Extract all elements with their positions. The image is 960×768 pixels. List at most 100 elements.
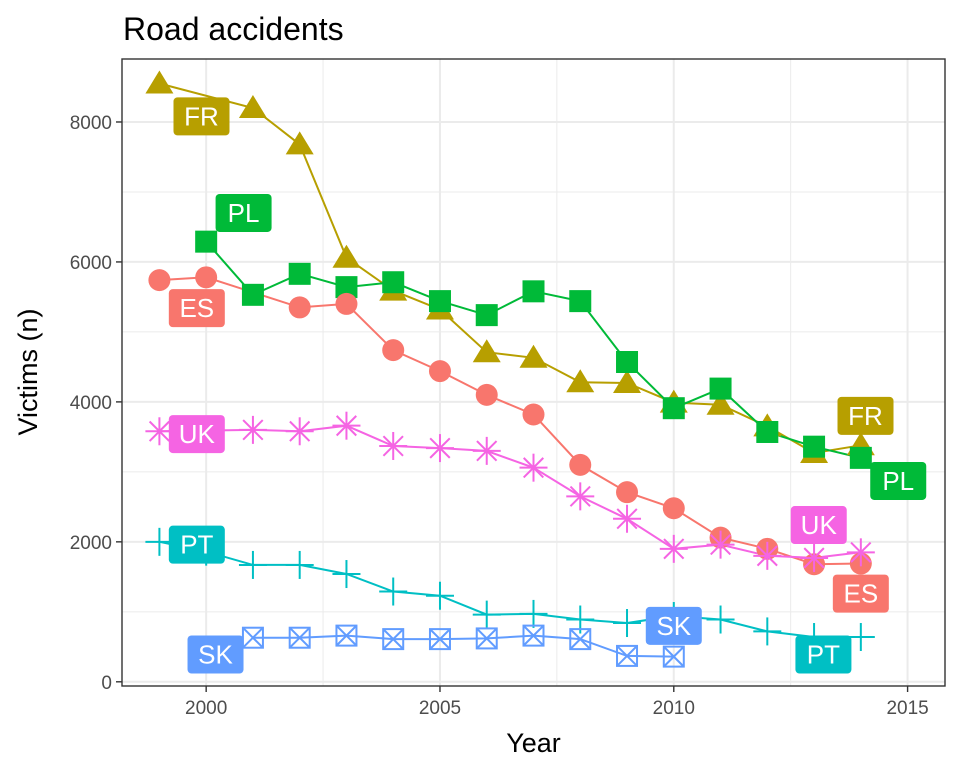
pt-point (753, 617, 782, 646)
boxcross-line2 (335, 624, 358, 647)
label-text: FR (848, 401, 883, 431)
pl-point (709, 377, 732, 400)
uk-point (706, 530, 735, 559)
pl-point (335, 276, 358, 299)
fr-point (238, 94, 267, 118)
uk-point (800, 543, 829, 572)
es-point (428, 360, 451, 383)
uk-point (519, 453, 548, 482)
boxcross-line2 (382, 628, 404, 650)
x-tick-label-2005: 2005 (419, 698, 461, 719)
uk-point (332, 411, 361, 440)
sk-point (569, 628, 592, 651)
y-tick-label-4000: 4000 (70, 393, 112, 414)
label-text: PL (228, 198, 260, 228)
fr-point (519, 344, 548, 368)
panel-border (121, 58, 946, 687)
fr-point (706, 391, 735, 415)
label-box (795, 635, 852, 674)
sk-point (616, 644, 639, 667)
pl-point (475, 304, 498, 327)
x-axis: 2000 2005 2010 2015 (185, 686, 929, 719)
label-text: PT (807, 640, 840, 670)
y-axis: 0 2000 4000 6000 8000 (70, 113, 122, 694)
label-box (832, 574, 889, 613)
sk-point (662, 645, 685, 668)
boxcross-line2 (476, 627, 498, 650)
y-tick-label-6000: 6000 (70, 253, 112, 274)
es-point (148, 269, 171, 292)
label-text: ES (843, 579, 878, 609)
es-point (522, 403, 545, 426)
pt-point (379, 577, 408, 606)
label-box (187, 635, 244, 674)
boxcross-line2 (522, 624, 545, 647)
boxcross-line2 (663, 645, 685, 668)
boxcross-box (382, 628, 405, 651)
es-point (569, 453, 592, 476)
panel-background (122, 59, 945, 686)
pl-point (803, 435, 826, 458)
y-tick-label-8000: 8000 (70, 113, 112, 134)
series-label-es: ES (832, 574, 889, 613)
es-point (616, 481, 639, 504)
pt-point (472, 600, 501, 629)
series-label-uk: UK (790, 506, 847, 545)
label-text: UK (801, 510, 838, 540)
pt-point (706, 605, 735, 634)
pl-point (195, 230, 218, 253)
pl-point (241, 283, 264, 306)
series-points (145, 70, 875, 668)
y-tick-label-0: 0 (101, 673, 112, 694)
pl-point (522, 280, 545, 303)
boxcross-box (662, 645, 685, 668)
fr-point (285, 131, 314, 155)
uk-point (613, 504, 642, 533)
label-text: SK (656, 611, 691, 641)
label-box (837, 396, 894, 435)
sk-point (475, 627, 498, 650)
sk-point (522, 624, 545, 647)
label-box (168, 289, 225, 328)
y-axis-title: Victims (n) (13, 308, 43, 435)
boxcross-line2 (242, 627, 264, 649)
chart-title: Road accidents (123, 11, 344, 47)
fr-point (472, 339, 501, 363)
series-label-sk: SK (187, 635, 244, 674)
series-label-pl: PL (870, 461, 927, 500)
pl-point (662, 397, 685, 420)
pt-point (332, 560, 361, 589)
fr-point (613, 369, 642, 393)
label-box (645, 606, 702, 645)
series-line-pt (159, 540, 861, 638)
series-labels: FR PL ES UK PT SK FR PL UK ES SK PT (168, 97, 927, 674)
es-point (335, 292, 358, 315)
uk-point (472, 436, 501, 465)
boxcross-line2 (429, 628, 451, 650)
label-box (790, 506, 847, 545)
uk-point (753, 541, 782, 570)
boxcross-box (475, 627, 498, 650)
boxcross-box (335, 624, 358, 647)
series-label-uk: UK (168, 415, 225, 454)
series-label-pl: PL (215, 193, 272, 232)
boxcross-box (569, 628, 592, 651)
series-label-es: ES (168, 289, 225, 328)
label-text: UK (179, 419, 216, 449)
label-text: ES (179, 293, 214, 323)
boxcross-box (428, 628, 451, 651)
pt-point (519, 599, 548, 628)
pl-point (616, 351, 639, 374)
pl-point (428, 290, 451, 313)
label-box (168, 415, 225, 454)
pt-point (145, 527, 174, 556)
label-box (215, 193, 272, 232)
pl-point (849, 446, 872, 469)
label-box (173, 97, 230, 136)
pt-point (285, 550, 314, 579)
x-tick-label-2015: 2015 (886, 698, 928, 719)
uk-point (846, 538, 875, 567)
label-text: PL (882, 466, 914, 496)
series-line-sk (252, 634, 674, 658)
